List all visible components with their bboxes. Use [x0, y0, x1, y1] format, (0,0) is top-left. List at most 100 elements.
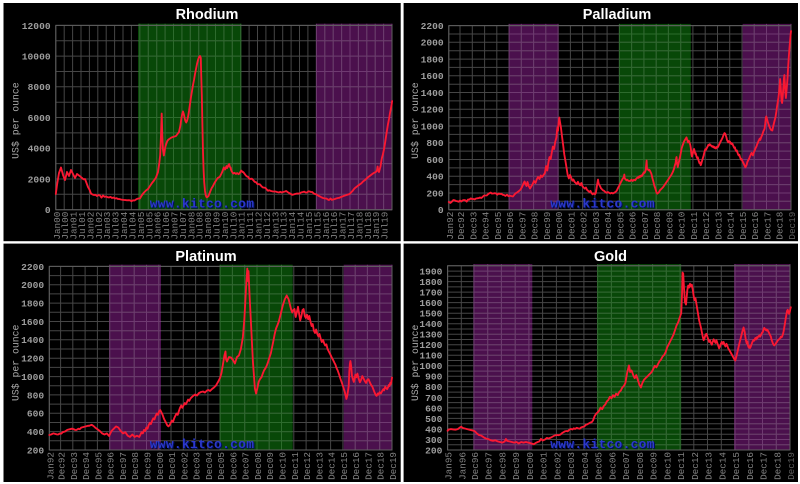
svg-text:www.kitco.com: www.kitco.com	[550, 196, 654, 211]
svg-text:Dec10: Dec10	[662, 452, 673, 480]
svg-text:Dec03: Dec03	[192, 452, 203, 480]
svg-text:12000: 12000	[22, 21, 51, 32]
svg-text:Dec12: Dec12	[701, 212, 712, 240]
svg-text:300: 300	[425, 435, 443, 446]
svg-text:Dec97: Dec97	[118, 452, 129, 480]
svg-text:Jan02: Jan02	[85, 212, 96, 240]
svg-text:0: 0	[45, 205, 51, 216]
svg-text:Jul14: Jul14	[296, 211, 307, 239]
svg-text:1800: 1800	[421, 55, 444, 66]
svg-text:Dec02: Dec02	[579, 212, 590, 240]
svg-text:Dec17: Dec17	[759, 452, 770, 480]
svg-text:Jul02: Jul02	[94, 212, 105, 240]
svg-text:Dec09: Dec09	[265, 452, 276, 480]
svg-text:Jan18: Jan18	[354, 212, 365, 240]
svg-text:Dec98: Dec98	[497, 452, 508, 480]
svg-text:1400: 1400	[21, 335, 44, 346]
svg-text:Dec99: Dec99	[542, 212, 553, 240]
svg-text:400: 400	[426, 172, 444, 183]
svg-text:Dec06: Dec06	[228, 452, 239, 480]
svg-text:1900: 1900	[419, 267, 442, 278]
svg-text:Jan05: Jan05	[136, 212, 147, 240]
svg-text:Jul13: Jul13	[279, 212, 290, 240]
svg-text:1000: 1000	[21, 372, 44, 383]
svg-text:Dec11: Dec11	[676, 452, 687, 480]
svg-text:Jan01: Jan01	[69, 211, 80, 239]
svg-text:Dec03: Dec03	[591, 212, 602, 240]
svg-text:1600: 1600	[419, 298, 442, 309]
svg-text:Jan92: Jan92	[445, 212, 456, 240]
svg-text:Dec18: Dec18	[376, 452, 387, 480]
svg-text:1400: 1400	[421, 88, 444, 99]
svg-text:Dec07: Dec07	[241, 452, 252, 480]
svg-text:Jan16: Jan16	[321, 212, 332, 240]
svg-text:Dec14: Dec14	[327, 452, 338, 480]
svg-text:Jul05: Jul05	[144, 212, 155, 240]
svg-text:Dec97: Dec97	[484, 452, 495, 480]
svg-text:Dec08: Dec08	[652, 212, 663, 240]
svg-text:Jul19: Jul19	[380, 212, 391, 240]
svg-text:Rhodium: Rhodium	[176, 7, 239, 23]
svg-text:Jan13: Jan13	[270, 212, 281, 240]
svg-text:1600: 1600	[421, 71, 444, 82]
svg-text:Jan03: Jan03	[102, 212, 113, 240]
svg-text:Dec11: Dec11	[290, 452, 301, 480]
svg-text:900: 900	[425, 372, 443, 383]
svg-text:Dec05: Dec05	[594, 452, 605, 480]
svg-text:Dec12: Dec12	[690, 452, 701, 480]
svg-text:Dec01: Dec01	[167, 452, 178, 480]
svg-text:0: 0	[438, 205, 444, 216]
svg-text:Dec96: Dec96	[505, 212, 516, 240]
svg-text:www.kitco.com: www.kitco.com	[150, 437, 254, 452]
svg-text:Jul11: Jul11	[245, 211, 256, 239]
svg-text:Jan08: Jan08	[186, 212, 197, 240]
svg-text:Palladium: Palladium	[583, 7, 652, 23]
svg-text:Dec94: Dec94	[481, 211, 492, 239]
svg-text:1500: 1500	[419, 309, 442, 320]
svg-text:400: 400	[425, 424, 443, 435]
svg-text:1600: 1600	[21, 317, 44, 328]
svg-text:200: 200	[426, 188, 444, 199]
svg-text:600: 600	[27, 409, 45, 420]
svg-text:Jan19: Jan19	[371, 212, 382, 240]
svg-text:Dec09: Dec09	[649, 452, 660, 480]
svg-text:Dec15: Dec15	[738, 212, 749, 240]
svg-text:Jul12: Jul12	[262, 212, 273, 240]
svg-text:6000: 6000	[28, 113, 51, 124]
svg-text:600: 600	[426, 155, 444, 166]
svg-text:1800: 1800	[21, 299, 44, 310]
svg-text:800: 800	[426, 138, 444, 149]
svg-text:Dec12: Dec12	[302, 452, 313, 480]
svg-text:Dec05: Dec05	[615, 212, 626, 240]
svg-text:Dec01: Dec01	[539, 452, 550, 480]
svg-text:Dec98: Dec98	[130, 452, 141, 480]
svg-text:800: 800	[425, 382, 443, 393]
svg-text:1000: 1000	[421, 121, 444, 132]
svg-text:Dec11: Dec11	[689, 211, 700, 239]
svg-text:Dec03: Dec03	[566, 452, 577, 480]
svg-text:Dec96: Dec96	[106, 452, 117, 480]
svg-text:Jan15: Jan15	[304, 212, 315, 240]
svg-text:Dec15: Dec15	[731, 452, 742, 480]
svg-text:US$ per ounce: US$ per ounce	[410, 82, 421, 159]
svg-text:Dec08: Dec08	[253, 452, 264, 480]
svg-text:Jul03: Jul03	[111, 212, 122, 240]
svg-text:Jan92: Jan92	[45, 452, 56, 480]
svg-text:Dec14: Dec14	[717, 452, 728, 480]
svg-text:200: 200	[425, 445, 443, 456]
svg-text:Dec16: Dec16	[351, 452, 362, 480]
svg-text:4000: 4000	[28, 144, 51, 155]
svg-text:US$ per ounce: US$ per ounce	[10, 324, 21, 401]
svg-text:1800: 1800	[419, 277, 442, 288]
svg-text:Dec10: Dec10	[677, 212, 688, 240]
svg-text:700: 700	[425, 393, 443, 404]
svg-text:Dec93: Dec93	[69, 452, 80, 480]
svg-text:Jul07: Jul07	[178, 212, 189, 240]
svg-text:Dec07: Dec07	[640, 212, 651, 240]
svg-text:Jan11: Jan11	[237, 211, 248, 239]
svg-text:Dec10: Dec10	[278, 452, 289, 480]
svg-text:Jan10: Jan10	[220, 212, 231, 240]
svg-text:1400: 1400	[419, 319, 442, 330]
svg-text:www.kitco.com: www.kitco.com	[550, 437, 654, 452]
svg-text:Dec13: Dec13	[704, 452, 715, 480]
